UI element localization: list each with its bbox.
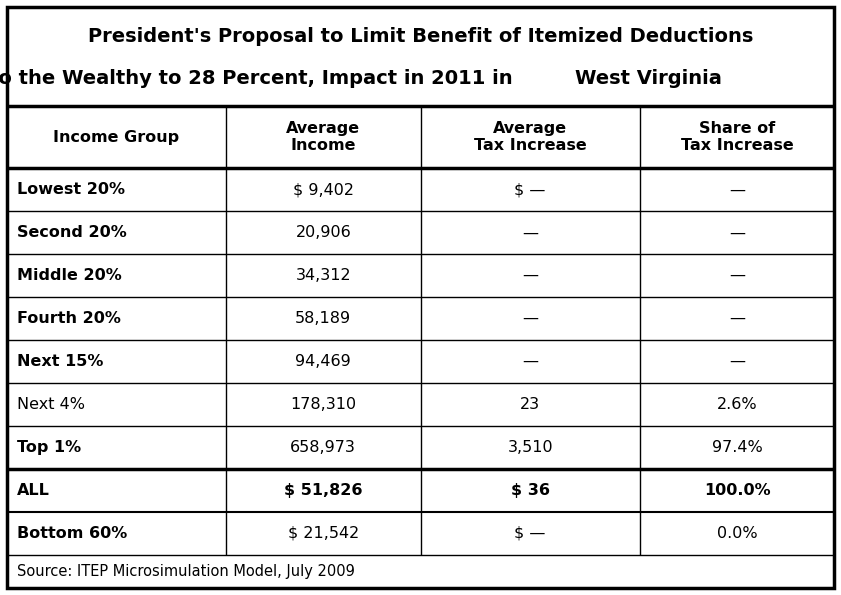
- Text: Next 15%: Next 15%: [17, 354, 103, 369]
- Text: —: —: [729, 183, 745, 198]
- Text: Source: ITEP Microsimulation Model, July 2009: Source: ITEP Microsimulation Model, July…: [17, 564, 355, 579]
- Text: $ —: $ —: [515, 183, 546, 198]
- Text: Top 1%: Top 1%: [17, 440, 81, 455]
- Text: —: —: [522, 268, 538, 283]
- Text: —: —: [729, 226, 745, 240]
- Text: Bottom 60%: Bottom 60%: [17, 526, 127, 541]
- Text: $ 51,826: $ 51,826: [284, 483, 362, 498]
- Text: 34,312: 34,312: [295, 268, 351, 283]
- Text: 23: 23: [520, 397, 540, 412]
- Text: Second 20%: Second 20%: [17, 226, 126, 240]
- Text: —: —: [729, 354, 745, 369]
- Text: 0.0%: 0.0%: [717, 526, 758, 541]
- Text: President's Proposal to Limit Benefit of Itemized Deductions: President's Proposal to Limit Benefit of…: [87, 27, 754, 46]
- Text: Share of
Tax Increase: Share of Tax Increase: [680, 121, 793, 154]
- Text: Average
Income: Average Income: [286, 121, 360, 154]
- Text: $ —: $ —: [515, 526, 546, 541]
- Text: to the Wealthy to 28 Percent, Impact in 2011 in: to the Wealthy to 28 Percent, Impact in …: [0, 69, 513, 88]
- Text: 100.0%: 100.0%: [704, 483, 770, 498]
- Text: Average
Tax Increase: Average Tax Increase: [473, 121, 586, 154]
- Text: ALL: ALL: [17, 483, 50, 498]
- Text: 658,973: 658,973: [290, 440, 357, 455]
- Text: Next 4%: Next 4%: [17, 397, 85, 412]
- Text: 2.6%: 2.6%: [717, 397, 758, 412]
- Text: —: —: [729, 311, 745, 326]
- Text: Fourth 20%: Fourth 20%: [17, 311, 121, 326]
- Text: —: —: [522, 354, 538, 369]
- Text: 97.4%: 97.4%: [711, 440, 763, 455]
- Text: —: —: [522, 311, 538, 326]
- Text: 58,189: 58,189: [295, 311, 352, 326]
- Text: Lowest 20%: Lowest 20%: [17, 183, 124, 198]
- Text: —: —: [729, 268, 745, 283]
- Text: Middle 20%: Middle 20%: [17, 268, 122, 283]
- Text: 178,310: 178,310: [290, 397, 357, 412]
- Text: $ 36: $ 36: [510, 483, 550, 498]
- Text: 3,510: 3,510: [507, 440, 553, 455]
- Text: $ 9,402: $ 9,402: [293, 183, 354, 198]
- Text: 94,469: 94,469: [295, 354, 352, 369]
- Text: West Virginia: West Virginia: [574, 69, 722, 88]
- Text: 20,906: 20,906: [295, 226, 352, 240]
- Text: Income Group: Income Group: [53, 130, 179, 145]
- Text: $ 21,542: $ 21,542: [288, 526, 359, 541]
- Text: —: —: [522, 226, 538, 240]
